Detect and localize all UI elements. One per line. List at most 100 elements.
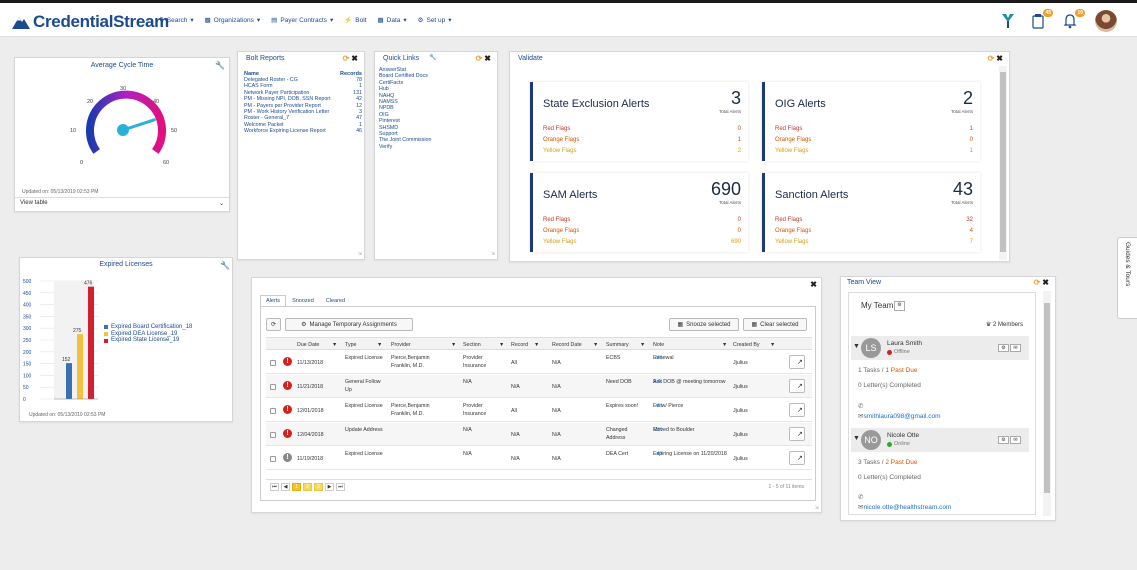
tab-snoozed[interactable]: Snoozed [292,298,314,304]
quick-link[interactable]: NAMSS [379,99,398,106]
state-exclusion-card[interactable]: State Exclusion Alerts 3 Total Alerts Re… [530,82,748,161]
wrench-icon[interactable]: 🔧 [220,261,230,270]
scroll-thumb[interactable] [1000,72,1006,252]
resize-handle-icon[interactable]: ⇲ [490,251,495,257]
legend-item[interactable]: Expired Board Certification_18 [104,324,192,331]
assign-icon[interactable]: ⚙ [998,436,1009,444]
filter-icon[interactable]: ▼ [377,341,383,348]
bolt-report-row[interactable]: Network Payer Participation 131 [244,90,362,96]
clear-selected-button[interactable]: ▦ Clear selected [743,318,807,331]
close-icon[interactable]: ✖ [484,54,491,63]
filter-icon[interactable]: ▼ [593,341,599,348]
sam-card[interactable]: SAM Alerts 690 Total Alerts Red Flags 0 O… [530,173,748,252]
member-past-due[interactable]: 1 Past Due [885,367,918,374]
table-row[interactable]: ! 11/13/2018 Expired License Pierce,Benjami… [266,351,812,374]
member-email-address[interactable]: smithlaura098@gmail.com [863,413,941,420]
nav-data[interactable]: ▩ Data ▾ [378,16,407,25]
col-summary[interactable]: Summary [606,341,629,348]
email-icon[interactable]: ✉ [1010,344,1021,352]
col-record[interactable]: Record [511,341,529,348]
quick-link[interactable]: Hub [379,86,389,93]
refresh-icon[interactable]: ⟳ [475,54,483,63]
member-email[interactable]: ✉smithlaura098@gmail.com [858,412,941,420]
col-record-date[interactable]: Record Date [552,341,582,348]
filter-icon[interactable]: ▼ [640,341,646,348]
quick-link[interactable]: OIG [379,111,389,118]
legend-item[interactable]: Expired DEA License_19 [104,331,192,338]
quick-link[interactable]: NAHQ [379,92,395,99]
nav-bolt[interactable]: ⚡ Bolt [344,16,366,25]
nav-search[interactable]: ⚲ Search ▾ [159,16,194,25]
edit-note-link[interactable]: Edit [653,451,663,457]
edit-note-link[interactable]: Edit [653,403,663,409]
table-row[interactable]: ! 11/21/2018 General Follow Up N/A N/A N/A Nee… [266,375,812,398]
user-avatar[interactable] [1095,10,1117,32]
last-page-button[interactable]: ⏭ [336,483,345,491]
page-3-button[interactable]: 3 [314,483,323,491]
assign-icon[interactable]: ⚙ [998,344,1009,352]
chevron-down-icon[interactable]: ▼ [853,435,860,442]
filter-icon[interactable]: ▼ [332,341,338,348]
edit-note-link[interactable]: Edit [653,379,663,385]
bolt-report-row[interactable]: Welcome Packet 1 [244,122,362,128]
table-row[interactable]: ! 12/04/2018 Update Address N/A N/A N/A Change… [266,423,812,446]
refresh-icon[interactable]: ⟳ [1033,278,1041,287]
filter-icon[interactable]: ▼ [499,341,505,348]
row-checkbox[interactable] [270,432,276,438]
first-page-button[interactable]: ⏮ [270,483,279,491]
member-email-address[interactable]: nicole.otte@healthstream.com [863,504,952,511]
open-alert-button[interactable]: ↗ [789,403,805,417]
wrench-icon[interactable]: 🔧 [215,61,225,70]
manage-assignments-button[interactable]: ⚙ Manage Temporary Assignments [285,318,413,331]
tasks-notification[interactable]: 45 [1031,9,1053,29]
col-created-by[interactable]: Created By [733,341,760,348]
scroll-thumb[interactable] [1044,303,1050,493]
member-past-due[interactable]: 2 Past Due [885,459,918,466]
nav-setup[interactable]: ⚙ Set up ▾ [418,16,452,25]
col-provider[interactable]: Provider [391,341,411,348]
quick-link[interactable]: Pinterest [379,118,400,125]
cell-provider[interactable]: Pierce,Benjamin Franklin, M.D. [391,403,430,417]
member-row-nicole[interactable]: ▼ NO Nicole Otte Online ⚙ ✉ [851,428,1029,452]
nav-payer-contracts[interactable]: ▤ Payer Contracts ▾ [271,16,333,25]
bar-2[interactable] [77,334,83,399]
email-icon[interactable]: ✉ [1010,436,1021,444]
member-email[interactable]: ✉nicole.otte@healthstream.com [858,503,951,511]
bar-1[interactable] [66,363,72,399]
resize-handle-icon[interactable]: ⇲ [357,251,362,257]
open-alert-button[interactable]: ↗ [789,355,805,369]
quick-link[interactable]: Verify [379,143,393,150]
next-page-button[interactable]: ▶ [325,483,334,491]
bolt-report-row[interactable]: Roster - General_7 47 [244,115,362,121]
col-note[interactable]: Note [653,341,665,348]
cell-provider[interactable]: Pierce,Benjamin Franklin, M.D. [391,355,430,369]
guides-tours-tab[interactable]: Guides & Tours [1117,237,1137,319]
bolt-report-row[interactable]: HCAS Form 1 [244,83,362,89]
quick-link[interactable]: CertiFacts [379,79,404,86]
table-row[interactable]: ! 12/01/2018 Expired License Pierce,Benjami… [266,399,812,422]
filter-icon[interactable]: ▼ [451,341,457,348]
refresh-button[interactable]: ⟳ [266,318,281,331]
col-section[interactable]: Section [463,341,481,348]
row-checkbox[interactable] [270,408,276,414]
edit-note-link[interactable]: Edit [653,427,663,433]
edit-note-link[interactable]: Edit [653,355,663,361]
brand-logo[interactable]: CredentialStream [12,12,169,32]
sanction-card[interactable]: Sanction Alerts 43 Total Alerts Red Flag… [762,173,980,252]
filter-icon[interactable]: ▼ [770,341,776,348]
resize-handle-icon[interactable]: ⇲ [814,505,819,511]
quick-link[interactable]: SHSMD [379,124,399,131]
bolt-report-row[interactable]: PM - Payers per Provider Report 12 [244,103,362,109]
close-icon[interactable]: ✖ [810,280,817,289]
refresh-icon[interactable]: ⟳ [987,54,995,63]
bolt-report-row[interactable]: PM - Work History Verification Letter 3 [244,109,362,115]
alerts-notification[interactable]: 10 [1063,9,1085,29]
close-icon[interactable]: ✖ [996,54,1003,63]
filter-icon[interactable]: ▼ [534,341,540,348]
open-alert-button[interactable]: ↗ [789,427,805,441]
quick-link[interactable]: The Joint Commission [379,137,432,144]
filter-icon[interactable]: ▼ [722,341,728,348]
bolt-report-row[interactable]: PM - Missing NPI, DOB, SSN Report 42 [244,96,362,102]
nav-organizations[interactable]: ▩ Organizations ▾ [205,16,261,25]
close-icon[interactable]: ✖ [1042,278,1049,287]
